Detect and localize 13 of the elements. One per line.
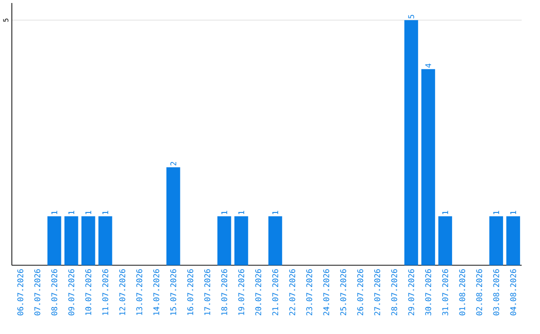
bar bbox=[421, 69, 436, 266]
bar bbox=[217, 216, 232, 266]
bar bbox=[234, 216, 248, 266]
bar bbox=[268, 216, 282, 266]
bar bbox=[489, 216, 504, 266]
bar bbox=[64, 216, 78, 266]
bar bbox=[81, 216, 96, 266]
bar bbox=[404, 20, 418, 266]
bar bbox=[166, 167, 180, 266]
bar bbox=[506, 216, 520, 266]
bar bbox=[47, 216, 62, 266]
bar bbox=[438, 216, 452, 266]
bar bbox=[98, 216, 112, 266]
